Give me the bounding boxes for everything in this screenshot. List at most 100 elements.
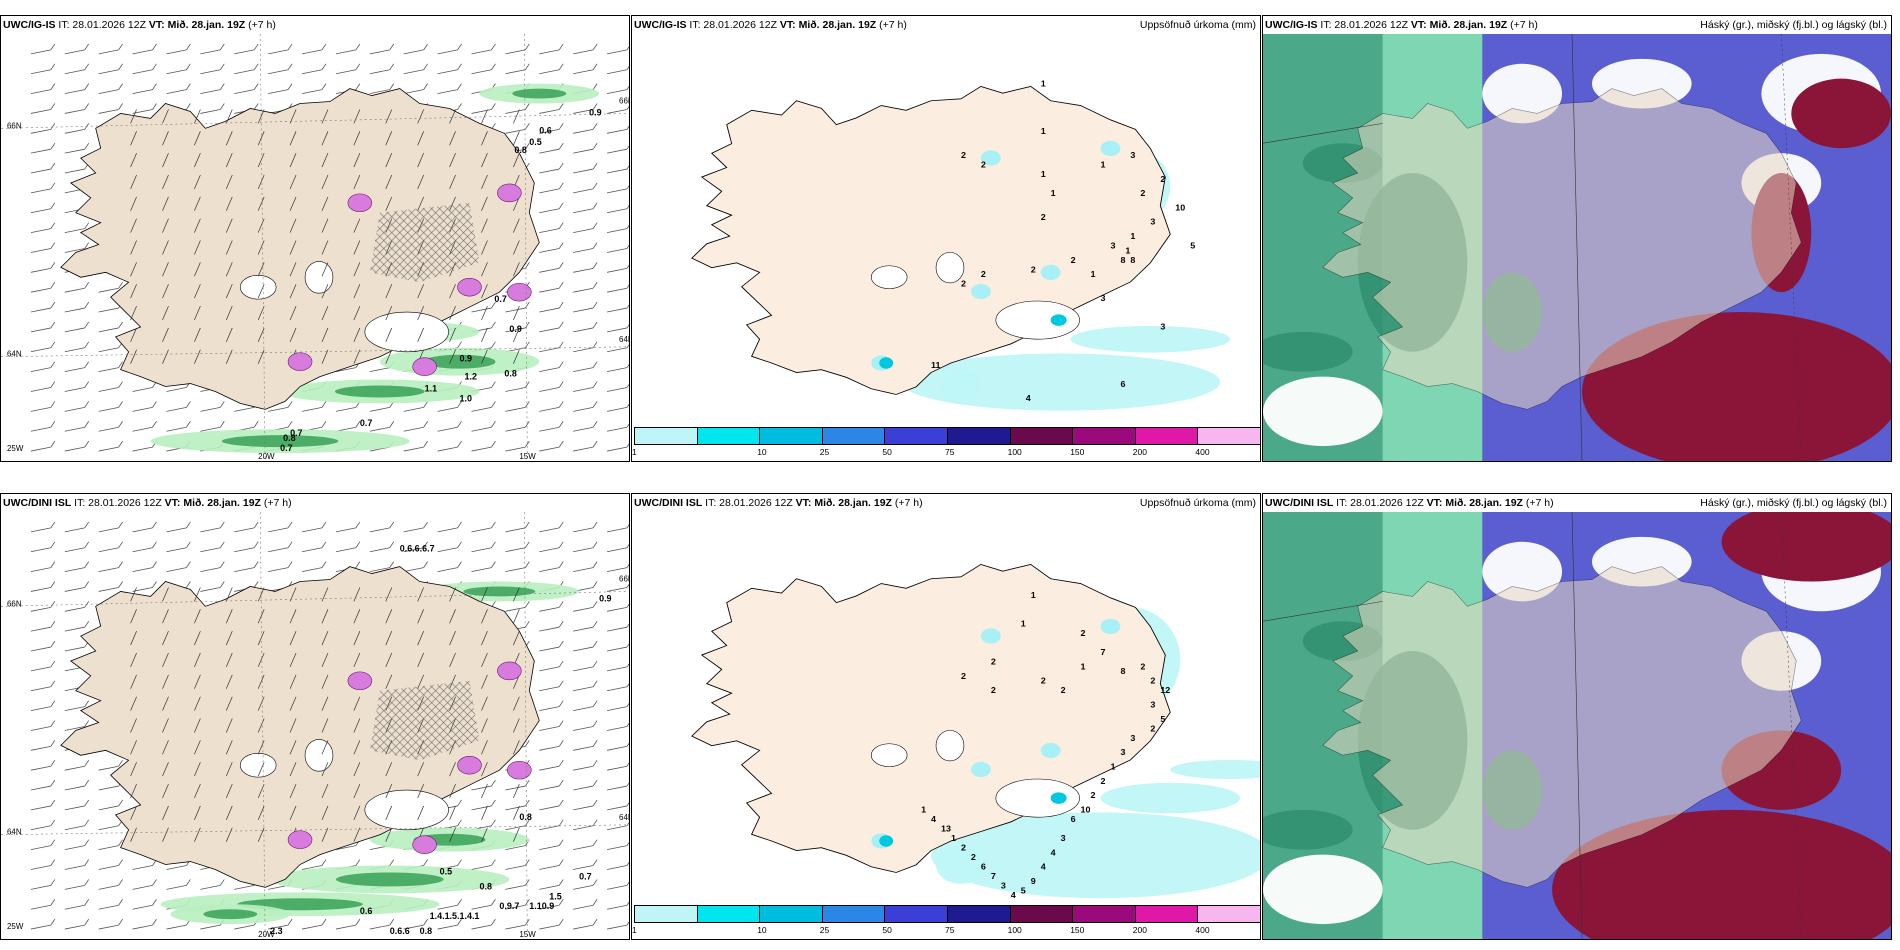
colorbar-label: 400 [1195,925,1210,935]
panel-title: UWC/IG-IS IT: 28.01.2026 12Z VT: Mið. 28… [1,16,629,34]
precip-value-label: 2 [961,279,966,289]
wind-value-label: 0.9 [589,107,601,117]
colorbar-label: 50 [882,925,892,935]
precip-value-label: 5 [1190,241,1195,251]
precip-value-label: 2 [961,671,966,681]
precip-value-label: 3 [1130,150,1135,160]
panel-precip-dini: UWC/DINI ISL IT: 28.01.2026 12Z VT: Mið.… [631,493,1261,940]
precip-value-label: 3 [1110,241,1115,251]
colorbar-swatch [634,427,698,445]
colorbar-swatch [634,905,698,923]
colorbar-swatch [1134,427,1199,445]
colorbar-label: 1 [632,925,637,935]
wind-value-label: 0.9 [460,354,472,364]
wind-value-label: 1.1 [425,384,437,394]
precip-value-label: 5 [1021,886,1026,896]
precip-value-label: 11 [931,360,941,370]
colorbar-swatch [947,427,1011,445]
wind-value-label: 0.7 [579,871,591,881]
colorbar-label: 150 [1070,925,1085,935]
colorbar-label: 25 [819,925,830,935]
precip-value-label: 2 [1140,662,1145,672]
precip-map: 1 1 2 2 2 2 2 1 2 7 8 2 2 12 3 5 2 3 3 1 2 2 10 6 3 4 4 9 5 4 3 7 6 2 2 1 13… [632,512,1260,903]
precip-value-label: 2 [1031,265,1036,275]
precip-value-label: 3 [1001,881,1006,891]
axis-label: 15W [519,452,536,461]
colorbar-swatch [947,905,1011,923]
precip-value-label: 1 [1081,662,1086,672]
colorbar-swatch [1197,905,1260,923]
precip-value-label: 7 [1101,647,1106,657]
precip-value-label: 3 [1160,322,1165,332]
axis-label: 64N [619,335,629,344]
precip-value-label: 1 [1110,762,1115,772]
precip-value-label: 1 [1041,169,1046,179]
colorbar-label: 100 [1007,925,1022,935]
precip-value-label: 2 [1101,776,1106,786]
panel-title: UWC/DINI ISL IT: 28.01.2026 12Z VT: Mið.… [1263,494,1891,512]
wind-value-label: 0.5 [529,137,541,147]
precip-value-label: 2 [1041,676,1046,686]
wind-value-label: 1.4.1.5.1.4.1 [430,911,480,921]
precip-value-label: 6 [1120,379,1125,389]
precip-value-label: 3 [1150,700,1155,710]
wind-value-label: 0.8 [504,369,516,379]
precip-value-label: 2 [1041,212,1046,222]
precip-value-label: 1 [1041,79,1046,89]
precip-value-label: 1 [951,833,956,843]
colorbar-swatch [1009,427,1074,445]
axis-label: 25W [7,922,24,931]
axis-label: 66N [7,599,22,608]
colorbar-swatch [821,905,886,923]
precip-value-label: 2 [961,150,966,160]
axis-label: 66N [7,121,22,130]
precip-value-label: 2 [991,685,996,695]
colorbar-label: 400 [1195,447,1210,457]
wind-value-label: 0.7 [494,294,506,304]
precip-value-label: 7 [991,871,996,881]
colorbar-label: 200 [1132,925,1147,935]
colorbar-swatch [1134,905,1199,923]
cloud-map [1263,512,1891,939]
colorbar-swatch [1009,905,1074,923]
wind-value-label: 0.8 [514,145,526,155]
precip-value-label: 6 [981,862,986,872]
precip-value-label: 1 [1091,269,1096,279]
precip-value-label: 8 [1120,255,1125,265]
wind-svg: 66N 64N 20W 15W 25W 66N 64N 0.6.6.6.7 0.9 0.8 0.5 0… [1,512,629,939]
wind-value-label: 2.3 [270,926,282,936]
precip-value-label: 4 [1051,847,1056,857]
precip-value-label: 2 [991,657,996,667]
axis-label: 20W [258,452,275,461]
colorbar-swatch [696,905,761,923]
colorbar-swatch [759,905,823,923]
wind-value-label: 0.9 [509,324,521,334]
precip-map: 1 1 2 2 1 1 2 1 3 2 2 10 3 1 3 8 2 1 2 2 2 5 8 3 1 3 6 4 11 [632,34,1260,425]
precip-value-label: 2 [961,843,966,853]
precip-value-label: 3 [1150,217,1155,227]
precip-value-label: 2 [1150,676,1155,686]
panel-title: UWC/IG-IS IT: 28.01.2026 12Z VT: Mið. 28… [1263,16,1891,34]
precip-colorbar: 1 10 25 50 75 100 150 200 400 [632,427,1260,459]
panel-subtitle: Háský (gr.), miðský (fj.bl.) og lágský (… [1700,497,1887,509]
cloud-svg [1263,34,1891,461]
precip-value-label: 4 [1011,890,1016,900]
wind-value-label: 1.10.9 [529,901,554,911]
wind-value-label: 0.6 [360,906,372,916]
colorbar-swatch [884,427,948,445]
panel-subtitle: Uppsöfnuð úrkoma (mm) [1139,497,1256,509]
colorbar-swatch [1072,427,1136,445]
panel-title: UWC/DINI ISL IT: 28.01.2026 12Z VT: Mið.… [632,494,1260,512]
panel-wind-dini: UWC/DINI ISL IT: 28.01.2026 12Z VT: Mið.… [0,493,630,940]
precip-value-label: 2 [1091,790,1096,800]
axis-label: 66N [619,575,629,584]
precip-value-label: 5 [1160,714,1165,724]
axis-label: 64N [7,828,22,837]
precip-value-label: 10 [1081,805,1091,815]
wind-value-label: 0.8 [283,433,295,443]
wind-svg: 66N64N20W15W25W66N64N0.90.60.50.80.70.90… [1,34,629,461]
axis-label: 15W [519,930,536,939]
precip-value-label: 2 [1150,724,1155,734]
wind-value-label: 1.2 [465,372,477,382]
